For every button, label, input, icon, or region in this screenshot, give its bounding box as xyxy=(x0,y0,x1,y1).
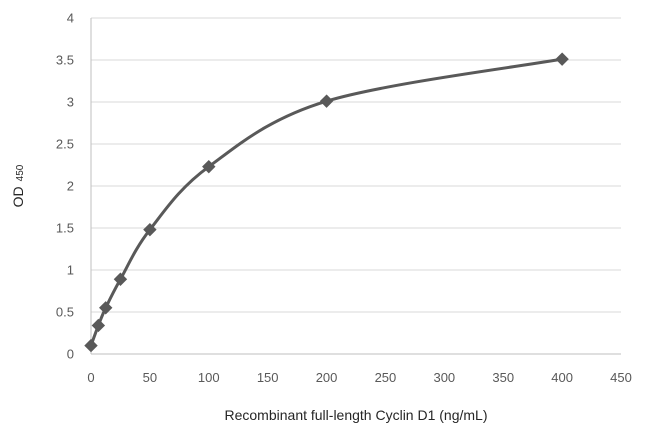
x-tick-label: 250 xyxy=(375,370,397,385)
x-tick-label: 350 xyxy=(492,370,514,385)
y-tick-label: 2.5 xyxy=(56,137,74,152)
y-axis-title: OD 450 xyxy=(10,164,26,207)
axes xyxy=(90,18,621,355)
x-tick-label: 400 xyxy=(551,370,573,385)
x-tick-label: 200 xyxy=(316,370,338,385)
data-point-marker xyxy=(84,338,98,353)
data-markers xyxy=(84,52,569,353)
y-tick-labels: 0 0.5 1 1.5 2 2.5 3 3.5 4 xyxy=(56,11,74,362)
y-tick-label: 0 xyxy=(67,347,74,362)
x-tick-label: 0 xyxy=(87,370,94,385)
y-tick-label: 1.5 xyxy=(56,221,74,236)
data-point-marker xyxy=(113,272,128,286)
y-tick-label: 3 xyxy=(67,95,74,110)
y-axis-title-main: OD xyxy=(10,186,26,207)
y-tick-label: 4 xyxy=(67,11,74,26)
x-axis-title: Recombinant full-length Cyclin D1 (ng/mL… xyxy=(225,407,488,423)
x-tick-labels: 0 50 100 150 200 250 300 350 400 450 xyxy=(87,370,631,385)
data-point-marker xyxy=(202,159,216,174)
x-tick-label: 300 xyxy=(433,370,455,385)
series-line xyxy=(89,57,563,347)
data-point-marker xyxy=(91,318,106,333)
y-tick-label: 1 xyxy=(67,263,74,278)
y-tick-label: 3.5 xyxy=(56,53,74,68)
data-point-marker xyxy=(319,94,334,108)
y-tick-label: 0.5 xyxy=(56,305,74,320)
y-tick-label: 2 xyxy=(67,179,74,194)
y-axis-title-subscript: 450 xyxy=(15,164,26,181)
x-tick-label: 50 xyxy=(143,370,157,385)
x-tick-label: 150 xyxy=(257,370,279,385)
gridlines xyxy=(91,17,621,313)
x-tick-label: 100 xyxy=(198,370,220,385)
data-point-marker xyxy=(555,52,569,66)
x-tick-label: 450 xyxy=(610,370,632,385)
data-point-marker xyxy=(99,301,113,315)
data-point-marker xyxy=(143,222,157,237)
